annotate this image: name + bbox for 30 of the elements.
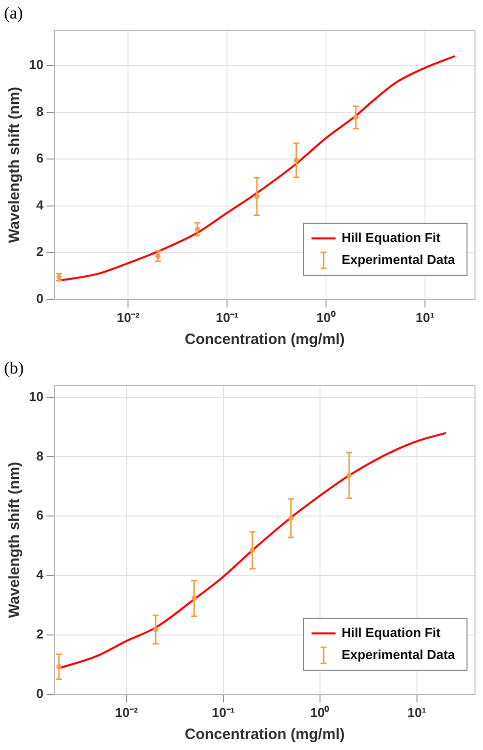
y-tick-label: 4 — [36, 197, 44, 212]
x-tick-label: 10⁻² — [115, 704, 139, 720]
x-tick-label: 10⁻¹ — [212, 704, 235, 720]
y-axis-title: Wavelength shift (nm) — [6, 462, 24, 618]
y-tick-label: 4 — [36, 567, 44, 582]
y-tick-label: 10 — [28, 57, 44, 72]
y-tick-label: 2 — [36, 626, 44, 642]
legend-label: Experimental Data — [342, 252, 456, 267]
y-axis-title: Wavelength shift (nm) — [6, 86, 24, 243]
x-axis-title: Concentration (mg/ml) — [184, 331, 345, 348]
y-tick-label: 10 — [28, 388, 44, 404]
chart-title: (a) — [4, 4, 23, 23]
x-tick-label: 10¹ — [407, 704, 426, 720]
y-tick-label: 0 — [36, 290, 44, 306]
legend-label: Hill Equation Fit — [342, 624, 442, 640]
legend-label: Hill Equation Fit — [342, 230, 442, 245]
x-tick-label: 10¹ — [416, 310, 434, 325]
y-tick-label: 8 — [36, 448, 44, 464]
x-tick-label: 10⁰ — [310, 704, 330, 720]
y-tick-label: 6 — [36, 150, 44, 166]
x-tick-label: 10⁻² — [116, 310, 140, 325]
x-tick-label: 10⁰ — [316, 310, 336, 325]
x-tick-label: 10⁻¹ — [216, 310, 239, 325]
y-tick-label: 2 — [36, 244, 44, 260]
y-tick-label: 6 — [36, 508, 44, 523]
y-tick-label: 8 — [36, 104, 44, 119]
y-tick-label: 0 — [36, 686, 44, 701]
legend-label: Experimental Data — [342, 646, 456, 662]
x-axis-title: Concentration (mg/ml) — [184, 726, 345, 744]
chart-title: (b) — [4, 358, 24, 378]
